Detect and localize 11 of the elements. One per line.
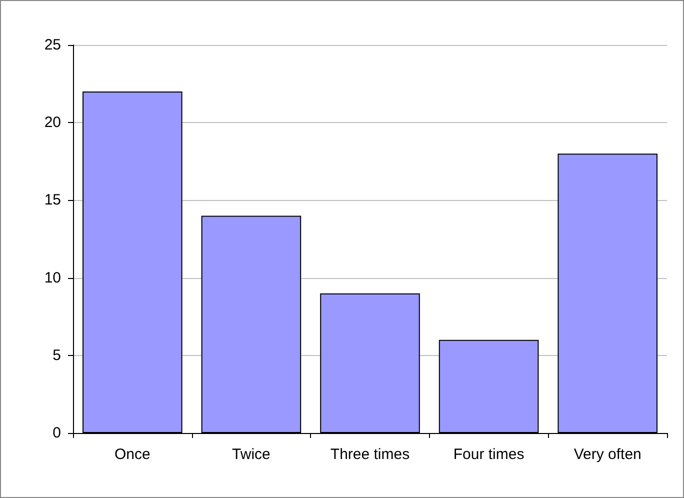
y-tick-label: 20 — [44, 114, 61, 132]
y-tick-label: 25 — [44, 36, 61, 54]
x-tick-label: Once — [114, 446, 150, 463]
x-tick-label: Four times — [453, 446, 524, 463]
x-tick-label: Very often — [574, 446, 642, 463]
x-tick-label: Three times — [330, 446, 410, 463]
x-tick-label: Twice — [232, 446, 270, 463]
y-tick-label: 10 — [44, 269, 61, 286]
y-tick-label: 0 — [52, 424, 61, 442]
y-tick-label: 5 — [52, 346, 61, 364]
y-tick-label: 15 — [44, 192, 61, 209]
